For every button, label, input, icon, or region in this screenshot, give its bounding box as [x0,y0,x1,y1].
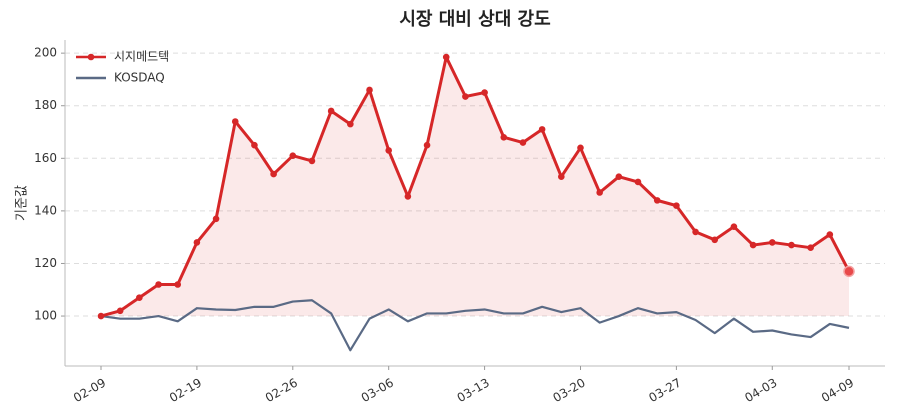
x-tick-label: 02-26 [263,376,300,406]
x-tick-label: 04-09 [819,376,856,406]
point [519,139,527,146]
point [558,173,565,181]
point [768,239,776,246]
point [136,294,143,301]
y-tick-label: 160 [34,151,57,165]
x-tick-label: 02-19 [167,376,204,406]
point [174,281,182,288]
x-tick-label: 03-27 [646,376,683,406]
x-tick-label: 03-13 [455,376,492,406]
point [481,89,488,96]
legend: 시지메드텍 KOSDAQ [76,50,169,85]
x-tick-label: 02-09 [71,376,108,406]
point [462,93,469,100]
point [193,239,201,246]
x-tick-label: 03-20 [551,376,588,406]
point [385,147,392,154]
point [423,141,431,149]
line [100,55,851,318]
point [231,118,239,125]
point [500,133,508,141]
point [270,170,277,178]
point [730,223,738,230]
y-tick-label: 100 [34,309,57,323]
x-tick-label: 03-06 [359,376,396,406]
x-tick-label: 04-03 [742,376,779,406]
point [653,197,661,204]
point [116,307,124,315]
point [749,241,757,249]
point [673,202,680,209]
point [711,236,719,244]
point [212,215,220,223]
point [634,178,642,186]
y-tick-label: 200 [34,46,57,60]
point [615,173,623,181]
y-axis-label: 기준값 [15,185,30,221]
y-tick-label: 120 [34,256,57,270]
y-tick-label: 180 [34,98,57,112]
legend-label: KOSDAQ [114,71,165,85]
point [788,241,795,249]
point [366,86,373,94]
point [289,152,297,159]
point [404,193,412,200]
line [100,299,850,352]
y-tick-label: 140 [34,203,57,217]
point [826,231,834,238]
legend-marker [87,53,95,61]
point [327,107,335,115]
point [442,53,450,61]
point [692,228,699,236]
point [97,312,105,320]
point [807,244,814,251]
point [308,157,316,165]
highlight-point [843,265,855,278]
point [251,141,258,149]
point [155,281,162,288]
point [577,144,584,152]
point [596,189,603,196]
area-fill [101,57,849,317]
point [538,126,546,133]
point [347,120,354,128]
chart-title: 시장 대비 상대 강도 [399,9,550,30]
legend-label: 시지메드텍 [114,50,169,64]
